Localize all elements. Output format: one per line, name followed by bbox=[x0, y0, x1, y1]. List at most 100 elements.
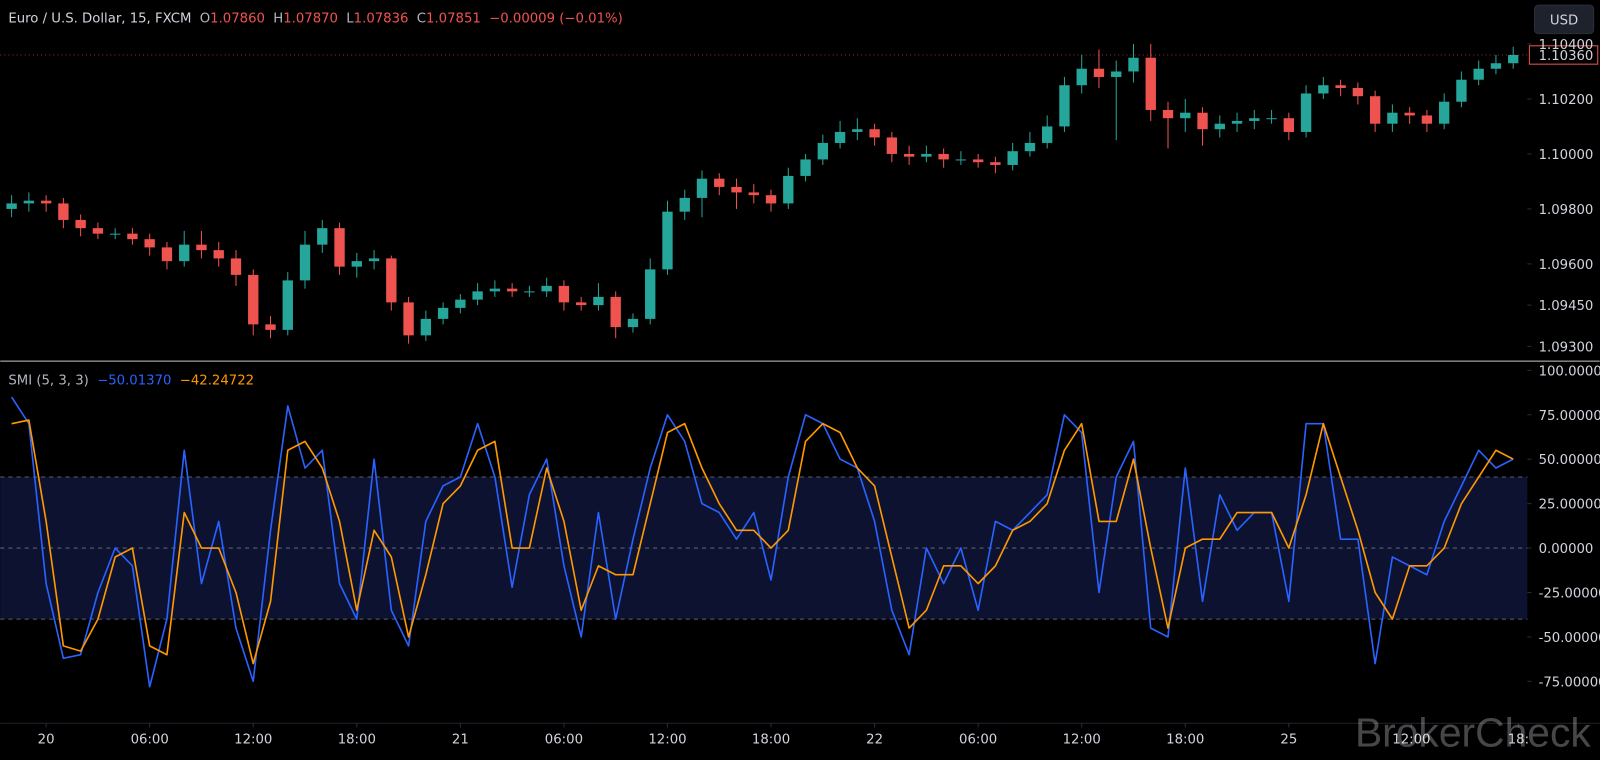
symbol-title: Euro / U.S. Dollar, 15, FXCM bbox=[8, 11, 191, 26]
indicator-value: −50.01370 bbox=[97, 374, 171, 389]
candle-body bbox=[1318, 85, 1329, 94]
candle-body bbox=[1335, 85, 1346, 88]
candle-body bbox=[1266, 118, 1277, 120]
candle-body bbox=[903, 153, 915, 157]
x-tick-label: 18:00 bbox=[1166, 733, 1204, 748]
candle-body bbox=[593, 296, 604, 306]
candle-body bbox=[489, 288, 501, 292]
candle-body bbox=[109, 233, 121, 235]
candle-body bbox=[990, 162, 1001, 165]
ohlc-value: 1.07851 bbox=[426, 11, 481, 26]
x-tick-label: 18:00 bbox=[338, 733, 376, 748]
candle-body bbox=[299, 244, 311, 281]
candle-body bbox=[1508, 54, 1519, 64]
candle-body bbox=[1042, 126, 1053, 143]
candle-body bbox=[800, 159, 811, 176]
candle-body bbox=[662, 211, 673, 270]
candle-body bbox=[161, 247, 173, 262]
y-tick-label: 1.09600 bbox=[1539, 258, 1594, 273]
indicator-header: SMI (5, 3, 3) −50.01370 −42.24722 bbox=[8, 374, 254, 389]
y-tick-label: 100.00000 bbox=[1539, 364, 1600, 379]
candle-body bbox=[265, 324, 276, 330]
candle-body bbox=[1300, 93, 1312, 132]
x-tick-label: 06:00 bbox=[959, 733, 997, 748]
candle-body bbox=[127, 233, 138, 240]
candle-body bbox=[334, 228, 345, 267]
candle-body bbox=[317, 228, 328, 245]
candle-body bbox=[351, 261, 362, 267]
candle-body bbox=[558, 285, 570, 303]
candle-body bbox=[1093, 68, 1105, 77]
y-tick-label: -50.00000 bbox=[1539, 631, 1600, 646]
currency-button[interactable] bbox=[1533, 4, 1595, 35]
y-tick-label: 75.00000 bbox=[1539, 409, 1600, 424]
candle-body bbox=[1438, 101, 1450, 124]
candle-body bbox=[575, 302, 587, 306]
ohlc-label: C bbox=[417, 11, 426, 26]
candle-body bbox=[524, 291, 535, 293]
candle-body bbox=[230, 258, 242, 275]
candle-body bbox=[869, 129, 880, 138]
candle-body bbox=[748, 192, 759, 196]
candle-body bbox=[1352, 87, 1364, 97]
candle-body bbox=[6, 203, 17, 209]
y-tick-label: 1.09800 bbox=[1539, 203, 1594, 218]
candle-body bbox=[541, 285, 552, 292]
watermark: BrokerCheck bbox=[1355, 709, 1591, 755]
candle-body bbox=[679, 197, 690, 212]
price-header: Euro / U.S. Dollar, 15, FXCM O1.07860 H1… bbox=[8, 11, 622, 26]
candle-body bbox=[817, 142, 828, 160]
candle-body bbox=[1456, 79, 1467, 102]
ohlc-value: 1.07836 bbox=[354, 11, 409, 26]
candle-body bbox=[696, 178, 708, 198]
indicator-title: SMI (5, 3, 3) bbox=[8, 374, 88, 389]
candle-body bbox=[92, 228, 104, 234]
x-tick-label: 20 bbox=[38, 733, 55, 748]
candle-body bbox=[213, 250, 224, 259]
y-tick-label: -25.00000 bbox=[1539, 587, 1600, 602]
x-tick-label: 12:00 bbox=[1063, 733, 1101, 748]
candle-body bbox=[506, 288, 518, 292]
candle-body bbox=[852, 129, 863, 132]
candle-body bbox=[972, 159, 984, 163]
candle-body bbox=[1214, 123, 1225, 130]
candle-body bbox=[386, 258, 397, 303]
candle-body bbox=[921, 153, 932, 157]
candle-body bbox=[1007, 151, 1018, 165]
candle-body bbox=[1387, 112, 1398, 124]
candle-body bbox=[955, 159, 967, 161]
candle-body bbox=[403, 302, 414, 336]
ohlc-label: H bbox=[273, 11, 283, 26]
candle-body bbox=[886, 137, 898, 154]
candle-body bbox=[282, 280, 293, 330]
candle-body bbox=[834, 131, 846, 143]
y-tick-label: 1.10000 bbox=[1539, 148, 1594, 163]
x-tick-label: 21 bbox=[452, 733, 469, 748]
y-tick-label: 1.09300 bbox=[1539, 340, 1594, 355]
x-tick-label: 12:00 bbox=[1392, 733, 1430, 748]
candle-body bbox=[1024, 142, 1036, 152]
candle-body bbox=[420, 318, 432, 336]
candle-body bbox=[1249, 118, 1260, 121]
candle-body bbox=[58, 203, 69, 220]
x-tick-label: 22 bbox=[866, 733, 883, 748]
candle-body bbox=[783, 175, 794, 204]
candle-body bbox=[40, 200, 52, 204]
x-tick-label: 06:00 bbox=[545, 733, 583, 748]
candle-body bbox=[23, 200, 35, 204]
change: −0.00009 (−0.01%) bbox=[489, 11, 623, 26]
candle-body bbox=[1128, 57, 1139, 72]
candle-body bbox=[1283, 118, 1295, 132]
candle-body bbox=[1421, 115, 1433, 124]
ohlc-value: 1.07860 bbox=[210, 11, 265, 26]
ohlc-value: 1.07870 bbox=[283, 11, 338, 26]
candle-body bbox=[1490, 63, 1502, 69]
x-tick-label: 06:00 bbox=[131, 733, 169, 748]
candle-body bbox=[75, 219, 86, 229]
currency-label[interactable]: USD bbox=[1550, 13, 1578, 28]
candle-body bbox=[1369, 96, 1381, 124]
candle-body bbox=[455, 299, 466, 308]
